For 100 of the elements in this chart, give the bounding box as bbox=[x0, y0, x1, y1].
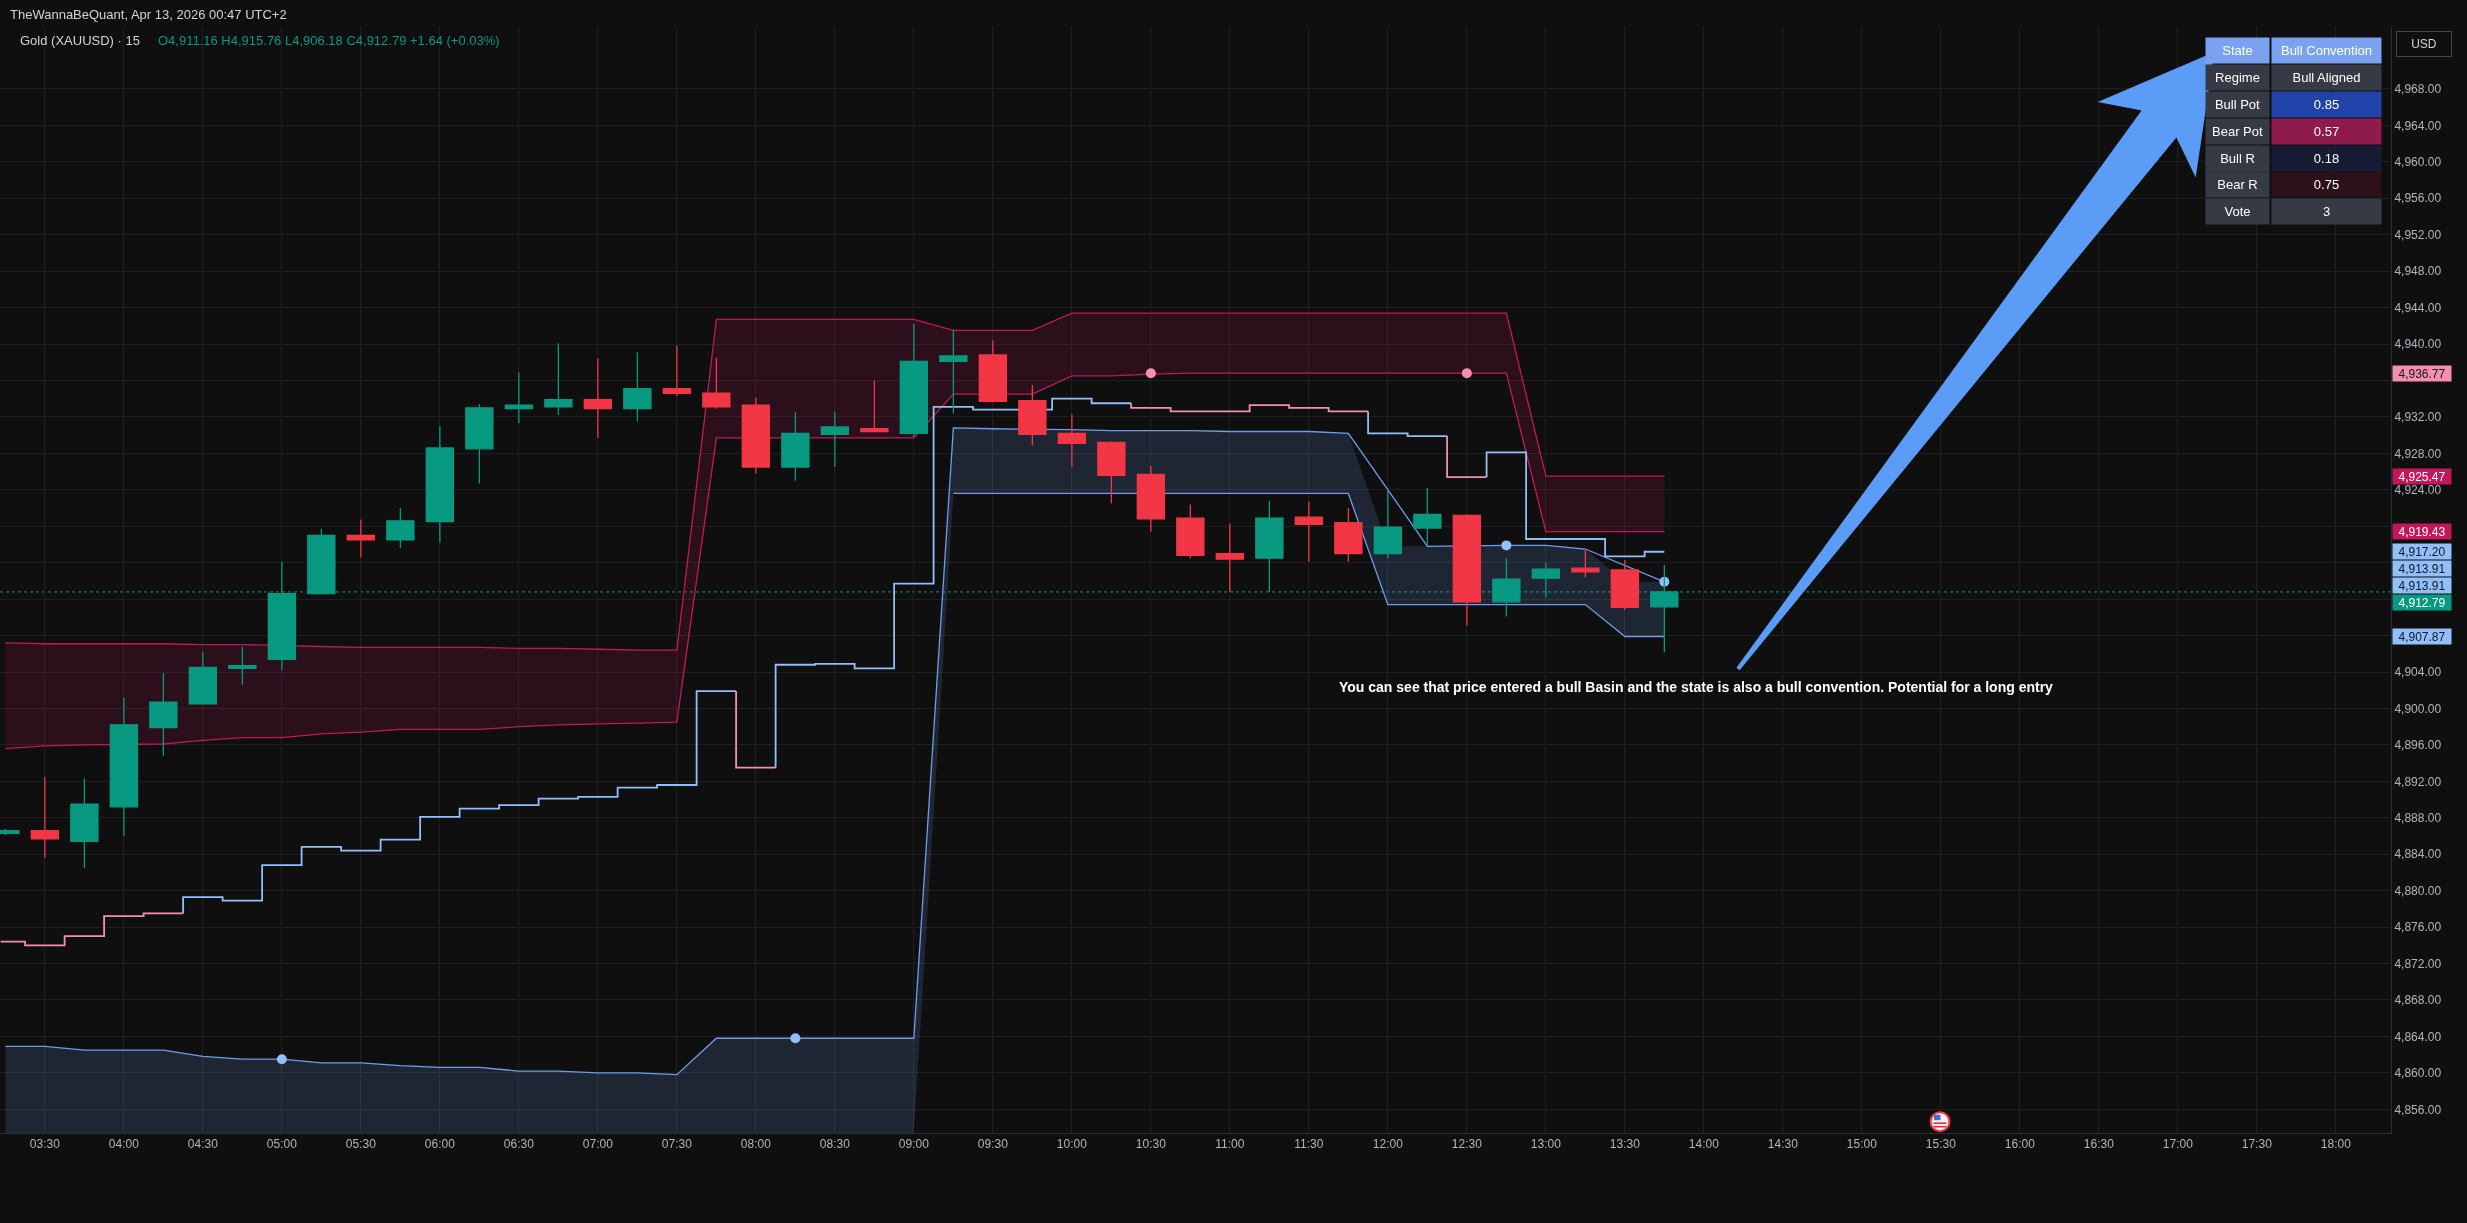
y-tick-label: 4,968.00 bbox=[2394, 82, 2442, 97]
x-tick-label: 12:30 bbox=[1451, 1137, 1483, 1152]
candlestick bbox=[1097, 440, 1126, 505]
candlestick bbox=[188, 651, 218, 706]
candlestick bbox=[1373, 487, 1403, 559]
candlestick bbox=[30, 776, 60, 859]
candlestick bbox=[149, 672, 178, 757]
annotation: State bbox=[2222, 43, 2253, 58]
candlestick bbox=[228, 645, 257, 686]
x-tick-label: 14:00 bbox=[1688, 1137, 1720, 1152]
candlestick bbox=[1413, 487, 1442, 547]
candlestick bbox=[860, 379, 889, 433]
annotation: 3 bbox=[2322, 204, 2331, 219]
text: 4,919.43 bbox=[2398, 524, 2446, 539]
candlestick bbox=[109, 696, 139, 837]
annotation: Bear R bbox=[2217, 177, 2258, 192]
x-tick-label: 17:30 bbox=[2241, 1137, 2273, 1152]
candlestick bbox=[1057, 413, 1087, 468]
candlestick bbox=[1018, 384, 1047, 446]
candlestick bbox=[1176, 503, 1205, 559]
annotation: Bull Aligned bbox=[2292, 70, 2361, 85]
point bbox=[1501, 540, 1512, 551]
annotation: Bull Convention bbox=[2280, 43, 2373, 58]
candlestick bbox=[623, 351, 652, 423]
x-tick-label: 05:30 bbox=[345, 1137, 377, 1152]
candlestick bbox=[1294, 501, 1324, 563]
candlestick bbox=[662, 345, 692, 397]
annotation: 0.75 bbox=[2313, 177, 2340, 192]
y-tick-label: 4,868.00 bbox=[2394, 993, 2442, 1008]
candlestick bbox=[386, 507, 415, 549]
y-tick-label: 4,940.00 bbox=[2394, 337, 2442, 352]
annotation: You can see that price entered a bull Basin and the state is also a bull convention. Potential for a long entry bbox=[1339, 679, 2054, 695]
annotation: 0.57 bbox=[2313, 124, 2340, 139]
annotation: O4,911.16 H4,915.76 L4,906.18 C4,912.79 +1.64 (+0.03%) bbox=[158, 33, 500, 48]
y-tick-label: 4,928.00 bbox=[2394, 446, 2442, 461]
x-tick-label: 18:00 bbox=[2320, 1137, 2352, 1152]
y-tick-label: 4,896.00 bbox=[2394, 738, 2442, 753]
x-tick-label: 17:00 bbox=[2162, 1137, 2194, 1152]
point bbox=[276, 1054, 287, 1065]
text: 4,913.91 bbox=[2398, 561, 2446, 576]
candlestick bbox=[899, 323, 929, 438]
annotation: Regime bbox=[2215, 70, 2260, 85]
annotation: Bull R bbox=[2220, 151, 2255, 166]
candlestick bbox=[741, 397, 771, 475]
y-tick-label: 4,956.00 bbox=[2394, 191, 2442, 206]
candlestick bbox=[1334, 507, 1363, 563]
y-tick-label: 4,948.00 bbox=[2394, 264, 2442, 279]
y-tick-label: 4,888.00 bbox=[2394, 810, 2442, 825]
candlestick bbox=[820, 410, 850, 468]
annotation: Vote bbox=[2224, 204, 2251, 219]
candlestick bbox=[465, 403, 494, 485]
candlestick bbox=[70, 777, 99, 869]
y-tick-label: 4,884.00 bbox=[2394, 847, 2442, 862]
annotation: 0.85 bbox=[2313, 97, 2340, 112]
point bbox=[1145, 368, 1156, 379]
x-tick-label: 13:00 bbox=[1530, 1137, 1562, 1152]
x-tick-label: 08:30 bbox=[819, 1137, 851, 1152]
y-tick-label: 4,952.00 bbox=[2394, 227, 2442, 242]
y-tick-label: 4,876.00 bbox=[2394, 920, 2442, 935]
text: 4,917.20 bbox=[2398, 544, 2446, 559]
x-tick-label: 12:00 bbox=[1372, 1137, 1404, 1152]
text: Gold (XAUUSD) · 15 bbox=[20, 33, 140, 48]
candlestick bbox=[978, 339, 1008, 403]
y-tick-label: 4,872.00 bbox=[2394, 956, 2442, 971]
y-tick-label: 4,892.00 bbox=[2394, 774, 2442, 789]
x-tick-label: 11:00 bbox=[1215, 1137, 1245, 1152]
candlestick bbox=[1452, 513, 1482, 627]
x-tick-label: 11:30 bbox=[1294, 1137, 1324, 1152]
x-tick-label: 16:30 bbox=[2083, 1137, 2115, 1152]
candlestick bbox=[583, 357, 613, 439]
y-tick-label: 4,900.00 bbox=[2394, 701, 2442, 716]
x-tick-label: 06:00 bbox=[424, 1137, 456, 1152]
text: 4,913.91 bbox=[2398, 578, 2446, 593]
x-tick-label: 04:30 bbox=[187, 1137, 219, 1152]
candlestick bbox=[504, 371, 534, 424]
annotation: Bear Pot bbox=[2212, 124, 2263, 139]
x-tick-label: 08:00 bbox=[740, 1137, 772, 1152]
candlestick bbox=[1136, 465, 1166, 533]
x-tick-label: 04:00 bbox=[108, 1137, 140, 1152]
line-series bbox=[4, 312, 1666, 651]
x-tick-label: 05:00 bbox=[266, 1137, 298, 1152]
y-tick-label: 4,856.00 bbox=[2394, 1102, 2442, 1117]
y-tick-label: 4,960.00 bbox=[2394, 155, 2442, 170]
text: 4,925.47 bbox=[2398, 469, 2446, 484]
text: USD bbox=[2411, 37, 2437, 51]
point bbox=[1461, 368, 1472, 379]
annotation: Bull Pot bbox=[2214, 97, 2261, 112]
x-tick-label: 10:00 bbox=[1056, 1137, 1088, 1152]
x-tick-label: 09:30 bbox=[977, 1137, 1009, 1152]
candlestick bbox=[702, 357, 731, 410]
y-tick-label: 4,880.00 bbox=[2394, 883, 2442, 898]
y-tick-label: 4,944.00 bbox=[2394, 300, 2442, 315]
x-tick-label: 10:30 bbox=[1135, 1137, 1167, 1152]
x-tick-label: 07:00 bbox=[582, 1137, 614, 1152]
x-tick-label: 15:30 bbox=[1925, 1137, 1957, 1152]
x-tick-label: 06:30 bbox=[503, 1137, 535, 1152]
chart-title: TheWannaBeQuant, Apr 13, 2026 00:47 UTC+2 bbox=[10, 6, 287, 22]
ref-line-label: 4,912.79 bbox=[2398, 595, 2446, 610]
x-tick-label: 13:30 bbox=[1609, 1137, 1641, 1152]
x-tick-label: 16:00 bbox=[2004, 1137, 2036, 1152]
